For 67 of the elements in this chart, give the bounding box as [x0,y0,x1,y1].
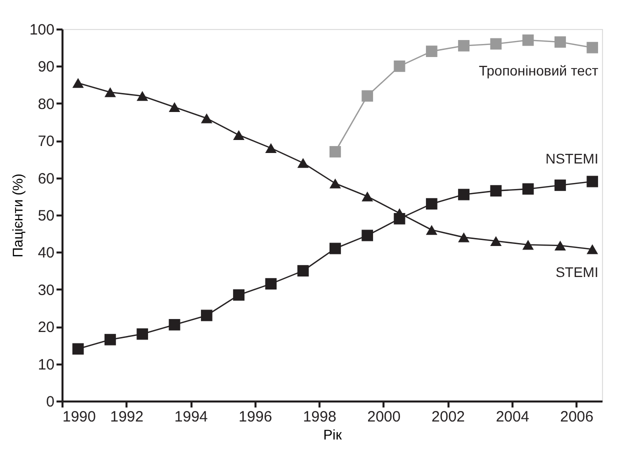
y-tick-label: 10 [38,356,54,374]
point [200,310,212,322]
point [554,36,566,48]
point [522,34,534,46]
point [426,198,438,210]
point [458,40,470,52]
y-tick-label: 50 [38,208,54,224]
point [200,113,212,124]
series-label: STEMI [556,264,598,280]
y-tick-label: 0 [46,394,54,410]
y-tick-label: 80 [38,96,54,113]
x-axis-title: Рік [323,426,343,442]
point [426,224,438,235]
point [72,78,84,88]
x-tick-label: 2004 [496,408,530,426]
series-label: NSTEMI [545,150,598,167]
y-tick-label: 60 [38,170,54,188]
point [330,242,341,254]
x-tick-label: 2006 [560,408,594,426]
x-tick-label: 2002 [432,408,465,426]
point [297,158,309,168]
point [136,91,148,101]
point [104,87,116,98]
point [233,289,244,301]
point [168,319,180,330]
point [233,130,244,140]
x-tick-label: 1992 [110,408,144,426]
point [586,244,598,254]
point [586,42,598,54]
series-label: Тропоніновий тест [478,62,599,79]
point [265,143,277,153]
point [394,60,406,72]
y-tick-label: 90 [38,58,54,76]
y-tick-label: 40 [38,244,54,262]
x-tick-label: 1990 [62,408,96,426]
point [362,230,374,242]
point [490,236,502,246]
point [72,343,84,355]
y-tick-label: 30 [38,282,54,299]
point [522,183,534,195]
point [297,265,309,276]
point [330,146,341,158]
point [136,328,148,340]
x-tick-label: 1994 [174,408,208,426]
point [330,178,341,188]
point [362,191,374,202]
point [394,208,406,218]
point [554,180,566,191]
point [490,185,502,197]
point [104,334,116,346]
point [490,38,502,50]
x-tick-label: 2000 [367,408,401,426]
y-tick-label: 100 [29,22,54,38]
x-tick-label: 1996 [238,408,272,426]
y-tick-label: 20 [38,319,54,336]
x-tick-label: 1998 [302,408,336,426]
y-tick-label: 70 [38,133,54,150]
point [265,278,277,290]
point [586,176,598,188]
point [362,90,374,102]
point [522,240,534,250]
point [458,232,470,242]
point [426,46,438,58]
point [458,188,470,200]
y-axis-title: Пацієнти (%) [9,174,26,258]
point [554,240,566,250]
point [168,102,180,112]
